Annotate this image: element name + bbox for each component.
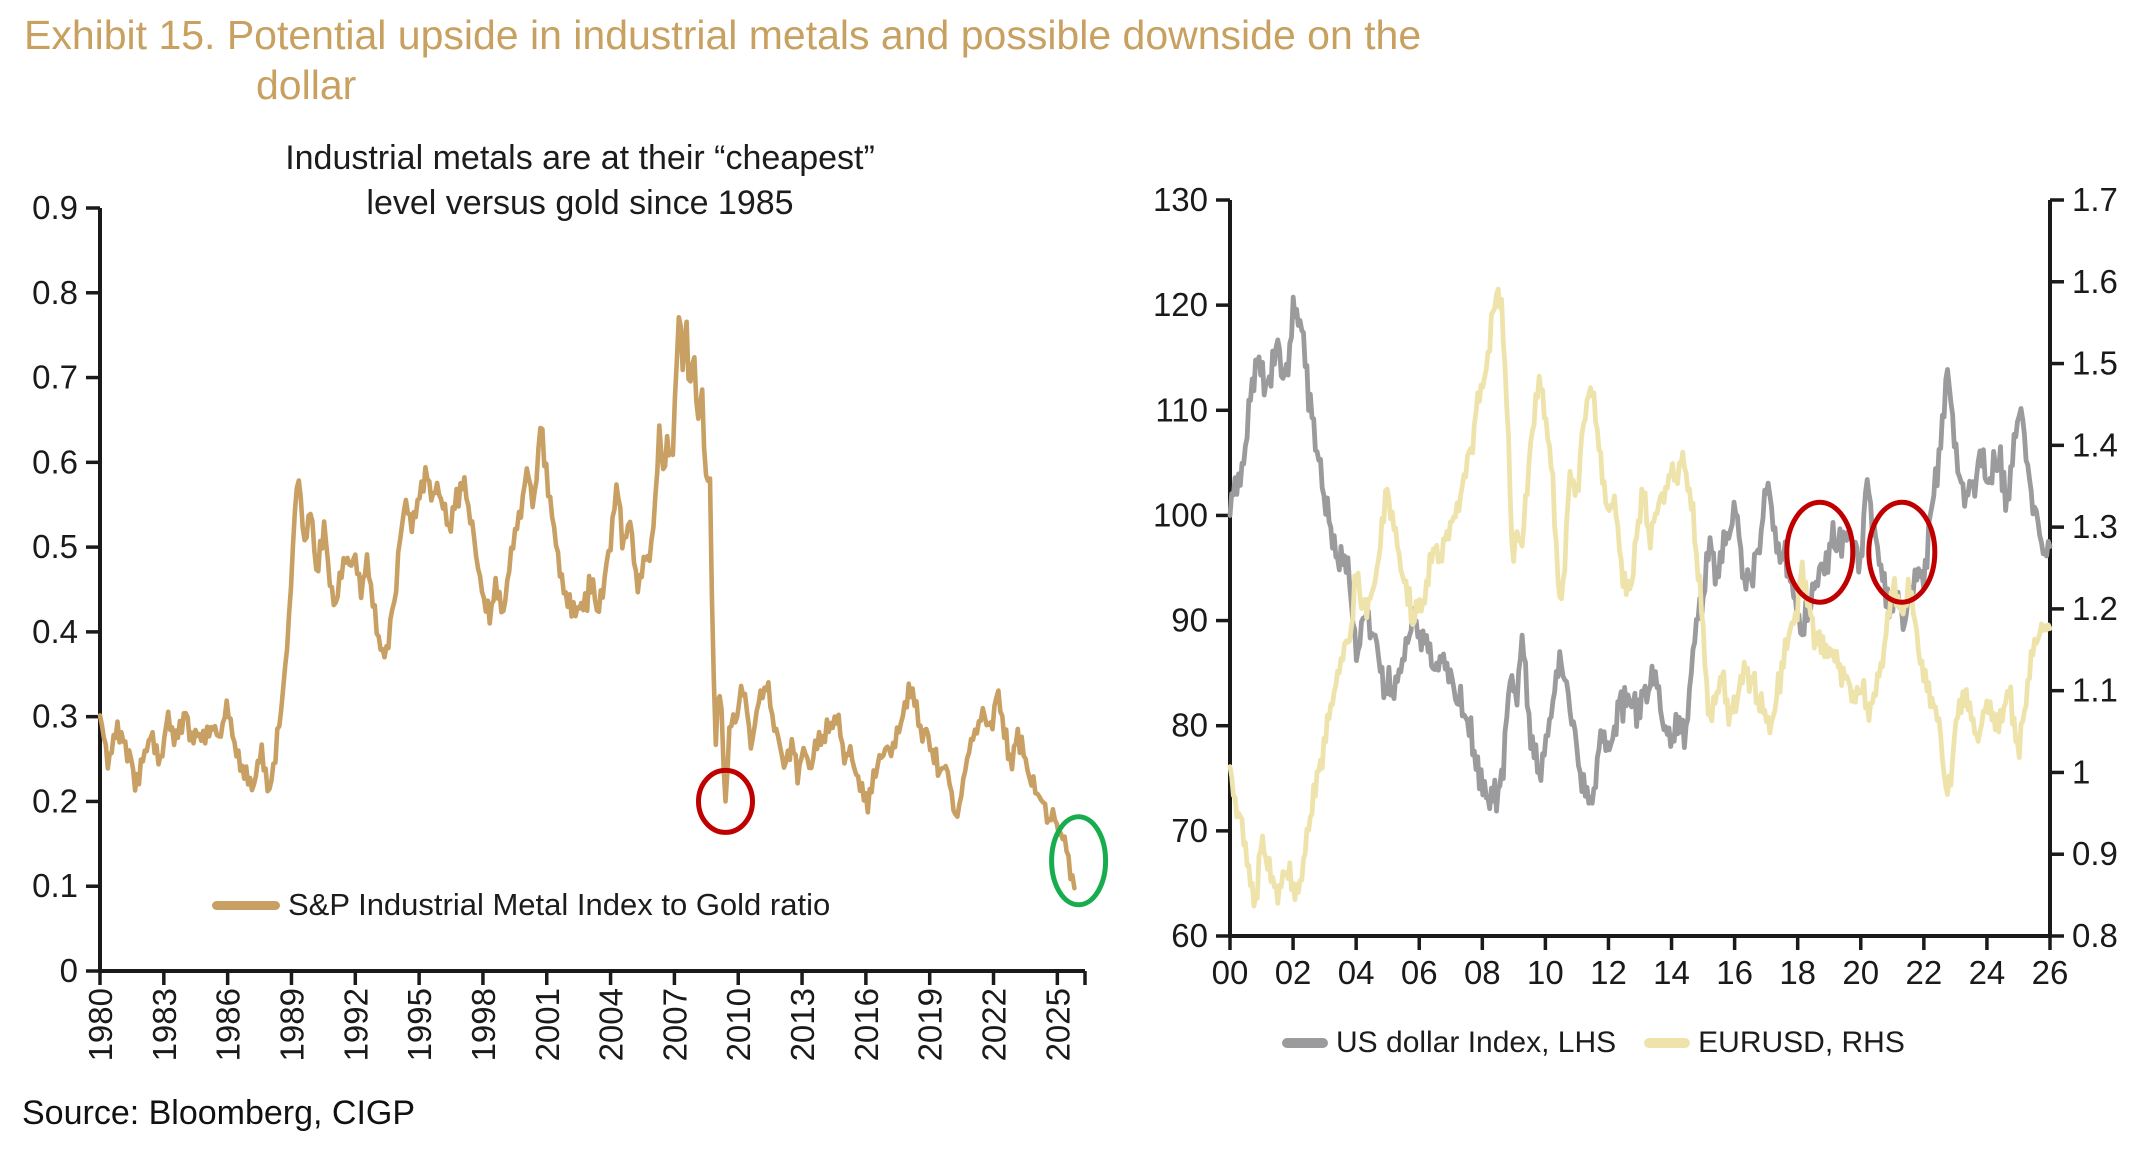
x-tick-label: 06: [1401, 954, 1438, 991]
series-line-1: [1227, 286, 2053, 909]
y-left-tick-label: 0.4: [32, 613, 78, 650]
source-note: Source: Bloomberg, CIGP: [22, 1094, 416, 1132]
y-left-tick-label: 0.7: [32, 359, 78, 396]
y-right-tick-label: 1: [2072, 753, 2090, 790]
exhibit-title-line2: dollar: [256, 62, 357, 109]
y-left-tick-label: 100: [1153, 496, 1208, 533]
x-tick-label: 1983: [146, 988, 183, 1061]
y-right-tick-label: 1.3: [2072, 508, 2118, 545]
annotation-ellipse-0: [696, 767, 755, 835]
legend-label: EURUSD, RHS: [1698, 1026, 1905, 1059]
x-tick-label: 08: [1464, 954, 1501, 991]
left-chart-subtitle-line2: level versus gold since 1985: [366, 183, 794, 222]
left-chart-legend: S&P Industrial Metal Index to Gold ratio: [212, 886, 830, 924]
x-tick-label: 1998: [465, 988, 502, 1061]
x-tick-label: 2004: [593, 988, 630, 1061]
legend-item-eurusd: EURUSD, RHS: [1644, 1026, 1905, 1060]
y-left-tick-label: 130: [1153, 181, 1208, 218]
axes: [86, 206, 1087, 985]
y-left-tick-label: 60: [1171, 917, 1208, 954]
legend-label: US dollar Index, LHS: [1336, 1026, 1617, 1059]
axes: [1216, 198, 2064, 950]
x-tick-label: 2022: [976, 988, 1013, 1061]
x-tick-label: 1980: [82, 988, 119, 1061]
left-chart-subtitle: Industrial metals are at their “cheapest…: [140, 136, 1020, 226]
y-left-tick-label: 0.6: [32, 443, 78, 480]
annotation-ellipse-1: [1049, 814, 1109, 908]
usd-index-swatch-icon: [1282, 1038, 1328, 1048]
y-right-tick-label: 0.9: [2072, 835, 2118, 872]
x-tick-label: 1992: [337, 988, 374, 1061]
left-chart-subtitle-line1: Industrial metals are at their “cheapest…: [285, 139, 875, 177]
x-tick-label: 14: [1653, 954, 1690, 991]
x-tick-label: 2010: [720, 988, 757, 1061]
exhibit-title: Exhibit 15. Potential upside in industri…: [24, 10, 1524, 110]
y-right-tick-label: 1.7: [2072, 181, 2118, 218]
x-tick-label: 02: [1275, 954, 1312, 991]
y-left-tick-label: 0.8: [32, 274, 78, 311]
x-tick-label: 2013: [784, 988, 821, 1061]
y-left-tick-label: 80: [1171, 707, 1208, 744]
usd-eurusd-chart: 00 02 04 06 08 10 12 14 16 18 20 22 24 26 60 70 80 90 100 1…: [1153, 181, 2118, 991]
y-right-tick-label: 1.6: [2072, 263, 2118, 300]
y-left-tick-label: 120: [1153, 286, 1208, 323]
x-tick-label: 12: [1590, 954, 1627, 991]
annotation-ellipse-1: [1866, 499, 1938, 605]
y-left-tick-label: 0.2: [32, 782, 78, 819]
axis-labels: 1980 1983 1986 1989 1992 1995 1998 2001 2004 2007…: [32, 189, 1076, 1061]
x-tick-label: 1995: [401, 988, 438, 1061]
series-line-0: [97, 315, 1077, 891]
right-chart-legend: US dollar Index, LHS EURUSD, RHS: [1282, 1024, 1905, 1062]
x-tick-label: 1986: [210, 988, 247, 1061]
exhibit-title-line1: Exhibit 15. Potential upside in industri…: [24, 12, 1422, 58]
x-tick-label: 20: [1842, 954, 1879, 991]
x-tick-label: 10: [1527, 954, 1564, 991]
metal-gold-swatch-icon: [212, 900, 280, 910]
y-left-tick-label: 70: [1171, 812, 1208, 849]
y-right-tick-label: 1.2: [2072, 590, 2118, 627]
y-right-tick-label: 0.8: [2072, 917, 2118, 954]
y-left-tick-label: 90: [1171, 602, 1208, 639]
x-tick-label: 18: [1779, 954, 1816, 991]
y-right-tick-label: 1.4: [2072, 426, 2118, 463]
x-tick-label: 2019: [912, 988, 949, 1061]
y-left-tick-label: 0.1: [32, 867, 78, 904]
series-line-0: [1227, 294, 2053, 814]
eurusd-swatch-icon: [1644, 1038, 1691, 1048]
x-tick-label: 2001: [529, 988, 566, 1061]
y-right-tick-label: 1.5: [2072, 345, 2118, 382]
x-tick-label: 2025: [1039, 988, 1076, 1061]
legend-item-usd-index: US dollar Index, LHS: [1282, 1026, 1616, 1060]
x-tick-label: 2016: [848, 988, 885, 1061]
annotation-ellipse-0: [1784, 499, 1856, 605]
x-tick-label: 26: [2032, 954, 2069, 991]
legend-label: S&P Industrial Metal Index to Gold ratio: [288, 887, 831, 922]
x-tick-label: 24: [1969, 954, 2006, 991]
x-tick-label: 2007: [656, 988, 693, 1061]
y-left-tick-label: 0.9: [32, 189, 78, 226]
y-left-tick-label: 0: [60, 952, 78, 989]
metals-gold-ratio-chart: 1980 1983 1986 1989 1992 1995 1998 2001 2004 2007…: [32, 189, 1109, 1061]
x-tick-label: 16: [1716, 954, 1753, 991]
axis-labels: 00 02 04 06 08 10 12 14 16 18 20 22 24 26 60 70 80 90 100 1…: [1153, 181, 2118, 991]
y-left-tick-label: 0.3: [32, 698, 78, 735]
x-tick-label: 00: [1212, 954, 1249, 991]
x-tick-label: 04: [1338, 954, 1375, 991]
y-right-tick-label: 1.1: [2072, 672, 2118, 709]
x-tick-label: 1989: [273, 988, 310, 1061]
legend-item-metal-gold-ratio: S&P Industrial Metal Index to Gold ratio: [212, 887, 830, 923]
y-left-tick-label: 0.5: [32, 528, 78, 565]
y-left-tick-label: 110: [1155, 391, 1208, 428]
x-tick-label: 22: [1905, 954, 1942, 991]
